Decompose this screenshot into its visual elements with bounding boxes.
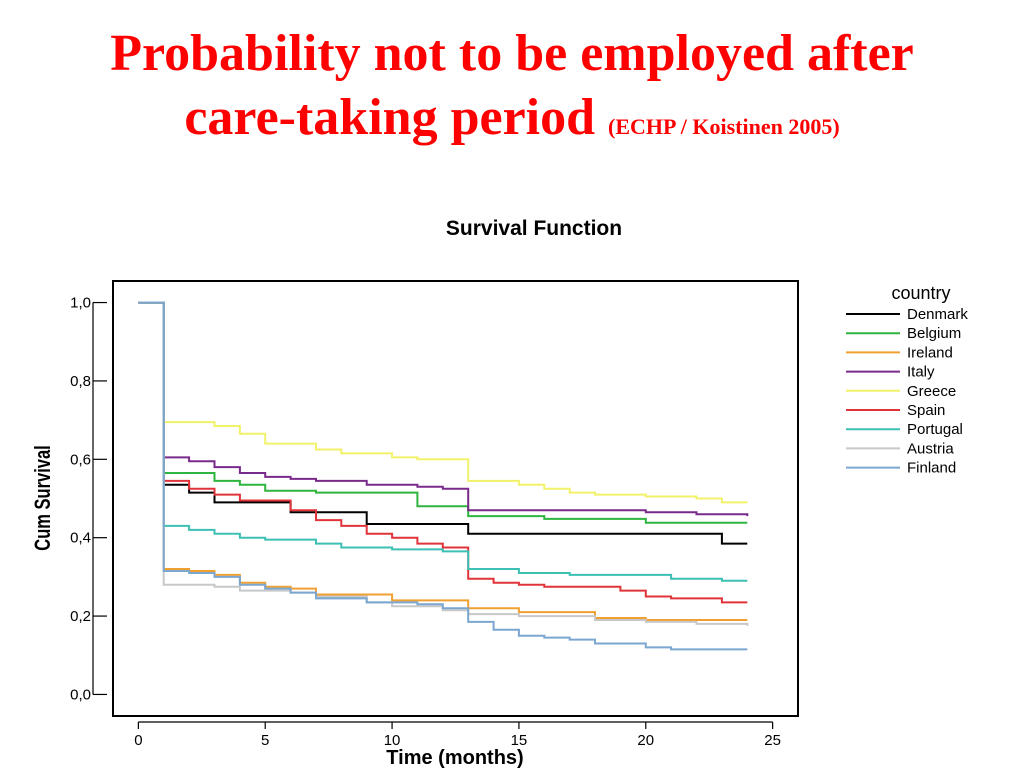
- x-axis-label: Time (months): [386, 747, 523, 768]
- legend: country Denmark Belgium Ireland Italy Greece…: [846, 283, 968, 477]
- x-tick-label: 20: [637, 732, 654, 749]
- y-tick-label: 0,2: [70, 608, 91, 625]
- slide-title: Probability not to be employed after car…: [0, 22, 1024, 159]
- series-lines: [138, 301, 749, 651]
- legend-label-portugal: Portugal: [907, 421, 963, 438]
- series-line-belgium: [138, 301, 748, 524]
- series-line-greece: [138, 301, 748, 504]
- legend-label-ireland: Ireland: [907, 344, 953, 361]
- legend-label-denmark: Denmark: [907, 306, 968, 323]
- y-tick-label: 0,8: [70, 373, 91, 390]
- slide-title-line1: Probability not to be employed after: [110, 25, 914, 82]
- legend-title: country: [891, 283, 950, 303]
- x-tick-label: 25: [764, 732, 781, 749]
- series-line-italy: [138, 301, 749, 517]
- legend-label-greece: Greece: [907, 383, 956, 400]
- axes: 0,0 0,2 0,4 0,6 0,8 1,0 0 5 10 15 20 25: [70, 295, 781, 749]
- x-tick-label: 5: [261, 732, 269, 749]
- y-tick-label: 1,0: [70, 295, 91, 312]
- y-axis-label: Cum Survival: [31, 445, 56, 550]
- legend-label-italy: Italy: [907, 364, 935, 381]
- slide-title-main: care-taking period: [184, 89, 596, 146]
- legend-label-austria: Austria: [907, 440, 954, 457]
- chart-title: Survival Function: [446, 217, 622, 240]
- y-tick-label: 0,6: [70, 451, 91, 468]
- y-tick-label: 0,0: [70, 686, 91, 703]
- legend-label-finland: Finland: [907, 460, 956, 477]
- series-line-ireland: [138, 301, 748, 621]
- series-line-portugal: [138, 301, 748, 582]
- x-tick-label: 15: [511, 732, 528, 749]
- x-tick-label: 0: [134, 732, 142, 749]
- slide-title-line2: care-taking period (ECHP / Koistinen 200…: [0, 86, 1024, 159]
- y-tick-label: 0,4: [70, 530, 91, 547]
- x-tick-label: 10: [384, 732, 401, 749]
- slide-title-source: (ECHP / Koistinen 2005): [608, 114, 840, 139]
- series-line-austria: [138, 301, 749, 626]
- legend-label-belgium: Belgium: [907, 325, 961, 342]
- legend-label-spain: Spain: [907, 402, 945, 419]
- plot-frame: [112, 280, 799, 717]
- series-line-spain: [138, 301, 748, 604]
- series-line-finland: [138, 301, 748, 651]
